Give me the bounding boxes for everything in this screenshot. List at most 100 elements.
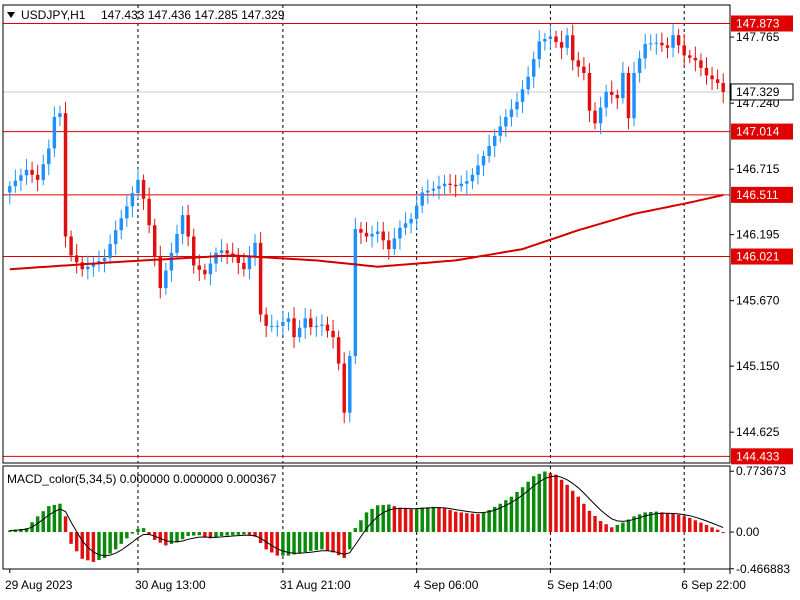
candle-body: [75, 255, 78, 262]
candle-body: [582, 67, 585, 73]
candle-body: [482, 156, 485, 165]
macd-bar: [320, 532, 323, 549]
macd-tick-label: 0.773673: [736, 464, 786, 478]
candle-body: [682, 45, 685, 55]
macd-bar: [97, 532, 100, 560]
candle-body: [593, 111, 596, 124]
macd-bar: [448, 510, 451, 532]
candle-body: [159, 257, 162, 288]
macd-bar: [599, 521, 602, 532]
candle-body: [638, 58, 641, 72]
macd-bar: [354, 528, 357, 532]
candle-body: [192, 237, 195, 266]
time-tick-label: 29 Aug 2023: [5, 578, 73, 592]
candle-body: [292, 318, 295, 337]
macd-bar: [53, 505, 56, 532]
macd-bar: [192, 532, 195, 536]
macd-bar: [381, 505, 384, 532]
macd-bar: [694, 520, 697, 532]
candle-body: [370, 234, 373, 237]
macd-bar: [460, 512, 463, 532]
macd-bar: [292, 532, 295, 554]
macd-bar: [688, 518, 691, 532]
candle-body: [437, 186, 440, 189]
macd-bar: [409, 509, 412, 532]
candle-body: [175, 234, 178, 253]
macd-bar: [47, 506, 50, 532]
candle-body: [454, 185, 457, 186]
macd-bar: [549, 473, 552, 532]
candle-body: [342, 364, 345, 413]
candle-body: [577, 60, 580, 66]
macd-bar: [705, 525, 708, 532]
candle-body: [337, 337, 340, 363]
macd-bar: [203, 532, 206, 537]
candle-body: [510, 109, 513, 117]
macd-bar: [465, 513, 468, 532]
candle-body: [281, 322, 284, 326]
candle-body: [315, 326, 318, 327]
price-tick-label: 145.150: [736, 359, 780, 373]
macd-bar: [666, 513, 669, 532]
macd-bar: [476, 514, 479, 532]
candle-body: [181, 215, 184, 234]
candle-body: [655, 43, 658, 44]
candle-body: [64, 113, 67, 236]
macd-bar: [69, 532, 72, 544]
macd-bar: [604, 524, 607, 532]
candle-body: [460, 184, 463, 187]
price-tick-label: 145.670: [736, 294, 780, 308]
price-tick-label: 146.195: [736, 228, 780, 242]
candle-body: [699, 60, 702, 68]
level-tag-label: 146.021: [736, 250, 780, 264]
candle-body: [694, 58, 697, 61]
macd-tick-label: 0.00: [736, 525, 760, 539]
candle-body: [393, 238, 396, 249]
candle-body: [627, 73, 630, 118]
macd-bar: [454, 512, 457, 532]
candle-body: [381, 231, 384, 240]
macd-bar: [125, 532, 128, 538]
candle-body: [170, 253, 173, 271]
macd-bar: [487, 510, 490, 532]
macd-tick-label: -0.466883: [736, 562, 790, 576]
time-tick-label: 30 Aug 13:00: [135, 578, 206, 592]
macd-bar: [42, 511, 45, 532]
macd-bar: [616, 525, 619, 532]
candle-body: [499, 126, 502, 135]
macd-bar: [565, 485, 568, 532]
macd-bar: [276, 532, 279, 556]
candle-body: [142, 180, 145, 199]
candle-body: [487, 146, 490, 156]
candle-body: [443, 184, 446, 187]
macd-bar: [560, 480, 563, 532]
candle-body: [42, 164, 45, 180]
candle-body: [376, 231, 379, 234]
macd-bar: [58, 504, 61, 532]
macd-bar: [571, 491, 574, 532]
candle-body: [493, 136, 496, 146]
macd-bar: [443, 508, 446, 532]
macd-bar: [655, 512, 658, 532]
macd-bar: [610, 527, 613, 532]
candle-body: [125, 206, 128, 218]
macd-bar: [393, 506, 396, 532]
candle-body: [621, 73, 624, 98]
macd-bar: [621, 523, 624, 532]
price-tick-label: 146.715: [736, 162, 780, 176]
macd-bar: [710, 527, 713, 532]
candle-body: [426, 191, 429, 193]
candle-body: [25, 170, 28, 175]
price-tick-label: 147.765: [736, 30, 780, 44]
macd-bar: [298, 532, 301, 553]
macd-bar: [309, 532, 312, 551]
candle-body: [359, 229, 362, 233]
time-tick-label: 6 Sep 22:00: [681, 578, 746, 592]
candle-body: [259, 243, 262, 315]
macd-bar: [376, 505, 379, 532]
macd-bar: [677, 515, 680, 532]
macd-bar: [593, 516, 596, 532]
macd-bar: [682, 516, 685, 532]
candle-body: [147, 199, 150, 225]
